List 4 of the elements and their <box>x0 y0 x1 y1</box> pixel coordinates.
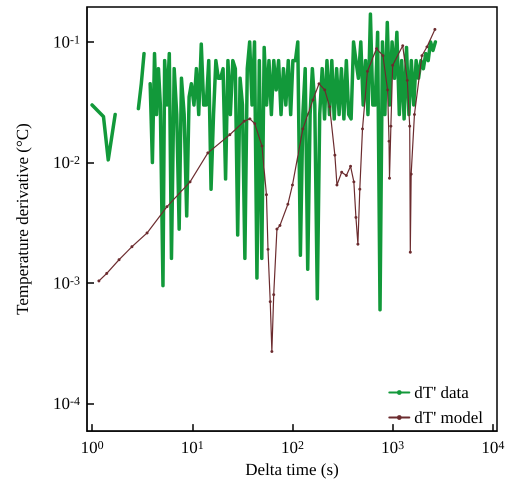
legend-label: dT' model <box>414 408 484 427</box>
y-axis-title: Temperature derivative (°C) <box>13 123 32 315</box>
x-axis-title: Delta time (s) <box>245 460 339 479</box>
legend-label: dT' data <box>414 383 470 402</box>
